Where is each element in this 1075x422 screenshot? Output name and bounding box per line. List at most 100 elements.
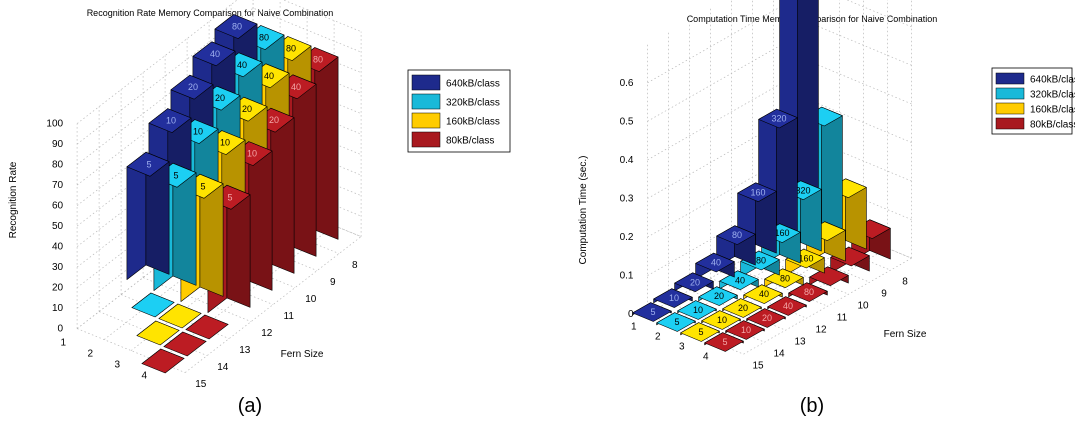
bar — [136, 320, 180, 346]
y-tick-label: 70 — [52, 180, 64, 191]
bar-top — [704, 332, 744, 352]
bars: 80 80 80 80 40 40 40 40 20 20 20 20 10 10 10 10 5 5 5 5 — [126, 14, 339, 374]
legend-swatch — [411, 93, 441, 110]
bar — [158, 303, 202, 329]
y-tick-label: 90 — [52, 139, 64, 150]
y-tick-label: 0.4 — [620, 155, 634, 166]
bar-top — [695, 252, 735, 273]
bar: 5 — [704, 332, 744, 352]
bar-top — [698, 286, 738, 306]
bar-top — [158, 303, 202, 329]
bar-top — [737, 182, 777, 202]
y-tick-label: 100 — [46, 119, 63, 130]
y-tick-label: 50 — [52, 221, 64, 232]
bar-side — [292, 74, 317, 257]
legend-entry: 160kB/class — [446, 117, 500, 128]
legend-swatch — [995, 72, 1025, 85]
data-label: 40 — [759, 289, 769, 299]
data-label: 20 — [242, 104, 252, 114]
x-tick-label: 9 — [881, 289, 887, 300]
bar-side — [314, 47, 339, 240]
data-label: 80 — [756, 256, 766, 266]
y-tick-label: 0 — [628, 309, 634, 320]
legend-swatch — [411, 74, 441, 91]
bar — [830, 246, 870, 274]
x-tick-label: 8 — [352, 260, 358, 271]
data-label: 160 — [798, 254, 813, 264]
data-label: 20 — [269, 115, 279, 125]
y-tick-label: 0.2 — [620, 232, 634, 243]
depth-tick-label: 4 — [703, 351, 709, 362]
data-label: 10 — [220, 138, 230, 148]
data-label: 5 — [722, 337, 727, 347]
bar — [163, 331, 207, 357]
bar-top — [743, 284, 783, 304]
bar — [809, 266, 849, 287]
y-tick-label: 10 — [52, 303, 64, 314]
bar-side — [821, 106, 843, 240]
y-tick-label: 30 — [52, 262, 64, 273]
legend-swatch — [411, 112, 441, 129]
bar: 5 — [680, 322, 720, 342]
gridline — [164, 260, 274, 305]
data-label: 80 — [780, 273, 790, 283]
bar-top — [788, 282, 828, 302]
bar-top — [746, 308, 786, 328]
bar-top — [674, 272, 714, 293]
data-label: 160 — [750, 187, 765, 197]
bar: 160 — [785, 248, 825, 276]
data-label: 320 — [771, 114, 786, 124]
x-axis-label: Fern Size — [281, 349, 324, 360]
data-label: 5 — [173, 170, 178, 180]
bar-top — [722, 298, 762, 318]
bar-top — [185, 314, 229, 340]
data-label: 20 — [188, 82, 198, 92]
data-label: 20 — [738, 303, 748, 313]
data-label: 20 — [690, 277, 700, 287]
bar-top — [725, 320, 765, 340]
data-label: 40 — [735, 275, 745, 285]
bar-top — [701, 310, 741, 330]
data-label: 10 — [693, 305, 703, 315]
chart-recognition-rate: Recognition Rate Memory Comparison for N… — [8, 0, 511, 417]
data-label: 160 — [774, 228, 789, 238]
data-label: 10 — [717, 315, 727, 325]
data-label: 40 — [237, 60, 247, 70]
bar-top — [680, 322, 720, 342]
bar-top — [656, 312, 696, 332]
gridline — [142, 277, 252, 322]
y-tick-label: 0.5 — [620, 116, 634, 127]
data-label: 40 — [291, 82, 301, 92]
bar: 80 — [740, 250, 780, 278]
bar-top — [136, 320, 180, 346]
depth-tick-label: 1 — [631, 321, 637, 332]
y-tick-label: 40 — [52, 242, 64, 253]
x-tick-label: 10 — [305, 294, 317, 305]
bar-top — [148, 108, 192, 133]
x-tick-label: 9 — [330, 277, 336, 288]
bar — [141, 348, 185, 374]
x-axis-label: Fern Size — [884, 329, 927, 340]
bar — [131, 292, 175, 318]
depth-tick-label: 2 — [88, 349, 94, 360]
data-label: 10 — [669, 293, 679, 303]
bar-top — [653, 288, 693, 308]
bar: 20 — [722, 298, 762, 318]
data-label: 80 — [732, 230, 742, 240]
bar-top — [214, 14, 258, 39]
data-label: 5 — [674, 317, 679, 327]
y-tick-label: 60 — [52, 201, 64, 212]
legend-entry: 640kB/class — [446, 79, 500, 90]
bar-top — [163, 331, 207, 357]
y-tick-label: 0.1 — [620, 271, 634, 282]
bar-top — [131, 292, 175, 318]
bar: 40 — [767, 296, 807, 316]
legend-swatch — [411, 131, 441, 148]
legend-entry: 160kB/class — [1030, 105, 1075, 116]
data-label: 5 — [698, 327, 703, 337]
bar-top — [767, 296, 807, 316]
gridline — [647, 0, 912, 84]
bar: 10 — [701, 310, 741, 330]
bar: 5 — [126, 151, 170, 280]
